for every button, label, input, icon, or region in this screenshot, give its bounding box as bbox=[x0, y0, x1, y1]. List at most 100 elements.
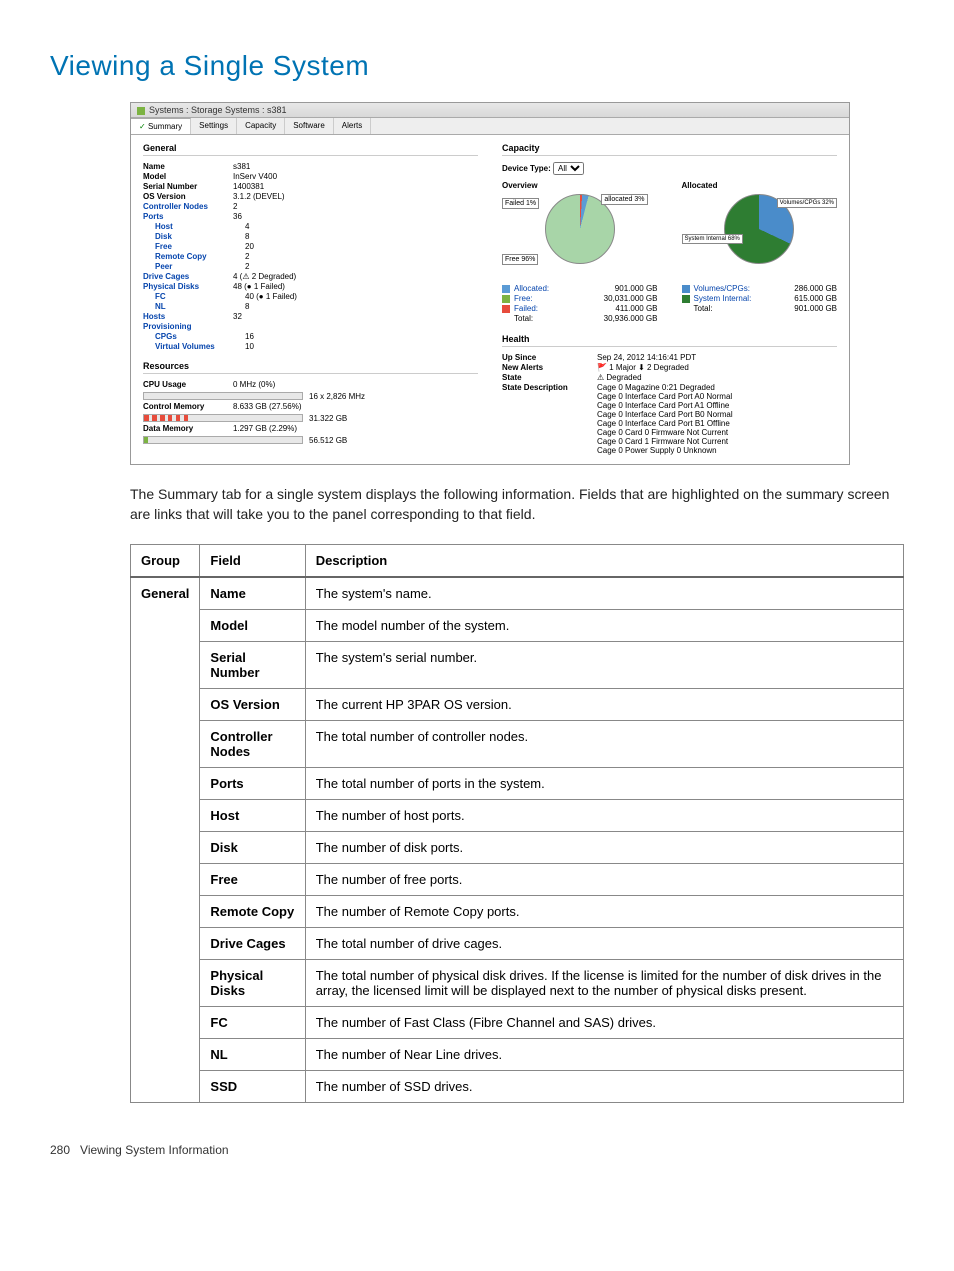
general-row: Physical Disks48 (● 1 Failed) bbox=[143, 282, 478, 291]
device-type-label: Device Type: bbox=[502, 164, 551, 173]
general-label[interactable]: Free bbox=[155, 242, 245, 251]
general-label[interactable]: Provisioning bbox=[143, 322, 233, 331]
overview-subtitle: Overview bbox=[502, 181, 658, 190]
resource-bar-row-cpu: 16 x 2,826 MHz bbox=[143, 390, 478, 402]
capacity-title: Capacity bbox=[502, 143, 837, 156]
general-value: 2 bbox=[245, 252, 478, 261]
res-val: 0 MHz (0%) bbox=[233, 380, 478, 389]
general-label[interactable]: Drive Cages bbox=[143, 272, 233, 281]
general-label[interactable]: Virtual Volumes bbox=[155, 342, 245, 351]
table-header: Description bbox=[305, 545, 903, 578]
table-desc-cell: The model number of the system. bbox=[305, 610, 903, 642]
tab-bar: SummarySettingsCapacitySoftwareAlerts bbox=[131, 118, 849, 135]
resource-row-cm: Control Memory8.633 GB (27.56%) bbox=[143, 402, 478, 411]
legend-value: 901.000 GB bbox=[754, 304, 838, 313]
general-value: 16 bbox=[245, 332, 478, 341]
health-label: Up Since bbox=[502, 353, 597, 362]
legend-row: Allocated:901.000 GB bbox=[502, 284, 658, 293]
general-row: Provisioning bbox=[143, 322, 478, 331]
general-value: 2 bbox=[245, 262, 478, 271]
description-paragraph: The Summary tab for a single system disp… bbox=[130, 485, 904, 524]
general-label: Name bbox=[143, 162, 233, 171]
resource-bar bbox=[143, 414, 303, 422]
general-row: Peer2 bbox=[143, 262, 478, 271]
legend-value: 615.000 GB bbox=[754, 294, 838, 303]
general-label[interactable]: Ports bbox=[143, 212, 233, 221]
health-label: State bbox=[502, 373, 597, 382]
general-label[interactable]: FC bbox=[155, 292, 245, 301]
device-type-select[interactable]: All bbox=[553, 162, 584, 175]
legend-swatch bbox=[502, 295, 510, 303]
general-value: 4 bbox=[245, 222, 478, 231]
legend-swatch bbox=[502, 305, 510, 313]
general-value: 2 bbox=[233, 202, 478, 211]
tab-alerts[interactable]: Alerts bbox=[334, 118, 371, 134]
table-field-cell: Host bbox=[200, 800, 305, 832]
legend-label: Failed: bbox=[514, 304, 574, 313]
tab-settings[interactable]: Settings bbox=[191, 118, 237, 134]
health-label: State Description bbox=[502, 383, 597, 455]
legend-label: Total: bbox=[694, 304, 754, 313]
resource-bar bbox=[143, 392, 303, 400]
table-desc-cell: The number of Fast Class (Fibre Channel … bbox=[305, 1007, 903, 1039]
general-row: Virtual Volumes10 bbox=[143, 342, 478, 351]
general-label[interactable]: Host bbox=[155, 222, 245, 231]
table-desc-cell: The number of disk ports. bbox=[305, 832, 903, 864]
table-row: Serial NumberThe system's serial number. bbox=[131, 642, 904, 689]
general-label[interactable]: Peer bbox=[155, 262, 245, 271]
health-row: New Alerts🚩 1 Major ⬇ 2 Degraded bbox=[502, 363, 837, 372]
general-row: OS Version3.1.2 (DEVEL) bbox=[143, 192, 478, 201]
legend-value: 286.000 GB bbox=[754, 284, 838, 293]
general-row: Host4 bbox=[143, 222, 478, 231]
table-field-cell: Serial Number bbox=[200, 642, 305, 689]
legend-row: Free:30,031.000 GB bbox=[502, 294, 658, 303]
health-value: Sep 24, 2012 14:16:41 PDT bbox=[597, 353, 837, 362]
health-row: Up SinceSep 24, 2012 14:16:41 PDT bbox=[502, 353, 837, 362]
tab-software[interactable]: Software bbox=[285, 118, 334, 134]
system-summary-screenshot: Systems : Storage Systems : s381 Summary… bbox=[130, 102, 850, 465]
legend-row: Total:901.000 GB bbox=[682, 304, 838, 313]
page-title: Viewing a Single System bbox=[50, 50, 904, 82]
pie-note-alloc: allocated 3% bbox=[601, 194, 647, 205]
table-desc-cell: The number of SSD drives. bbox=[305, 1071, 903, 1103]
general-label[interactable]: Physical Disks bbox=[143, 282, 233, 291]
general-label[interactable]: Disk bbox=[155, 232, 245, 241]
general-label[interactable]: Remote Copy bbox=[155, 252, 245, 261]
general-label[interactable]: Hosts bbox=[143, 312, 233, 321]
res-label: Data Memory bbox=[143, 424, 233, 433]
general-value: 1400381 bbox=[233, 182, 478, 191]
general-row: Hosts32 bbox=[143, 312, 478, 321]
table-row: HostThe number of host ports. bbox=[131, 800, 904, 832]
res-val: 8.633 GB (27.56%) bbox=[233, 402, 478, 411]
general-label[interactable]: NL bbox=[155, 302, 245, 311]
general-row: Free20 bbox=[143, 242, 478, 251]
general-value: 8 bbox=[245, 232, 478, 241]
general-label[interactable]: CPGs bbox=[155, 332, 245, 341]
resource-row-cpu: CPU Usage0 MHz (0%) bbox=[143, 380, 478, 389]
table-row: PortsThe total number of ports in the sy… bbox=[131, 768, 904, 800]
legend-value: 30,936.000 GB bbox=[574, 314, 658, 323]
tab-summary[interactable]: Summary bbox=[131, 118, 191, 134]
legend-label: System Internal: bbox=[694, 294, 754, 303]
tab-capacity[interactable]: Capacity bbox=[237, 118, 285, 134]
table-desc-cell: The number of host ports. bbox=[305, 800, 903, 832]
table-field-cell: Free bbox=[200, 864, 305, 896]
table-field-cell: Ports bbox=[200, 768, 305, 800]
page-number: 280 bbox=[50, 1143, 70, 1157]
table-row: Remote CopyThe number of Remote Copy por… bbox=[131, 896, 904, 928]
legend-row: Total:30,936.000 GB bbox=[502, 314, 658, 323]
legend-row: Volumes/CPGs:286.000 GB bbox=[682, 284, 838, 293]
general-label[interactable]: Controller Nodes bbox=[143, 202, 233, 211]
legend-row: System Internal:615.000 GB bbox=[682, 294, 838, 303]
general-value: InServ V400 bbox=[233, 172, 478, 181]
general-row: FC40 (● 1 Failed) bbox=[143, 292, 478, 301]
legend-value: 901.000 GB bbox=[574, 284, 658, 293]
pie-note-free: Free 96% bbox=[502, 254, 538, 265]
table-desc-cell: The total number of physical disk drives… bbox=[305, 960, 903, 1007]
general-row: Serial Number1400381 bbox=[143, 182, 478, 191]
table-desc-cell: The total number of ports in the system. bbox=[305, 768, 903, 800]
res-total: 31.322 GB bbox=[309, 414, 347, 423]
table-desc-cell: The number of Remote Copy ports. bbox=[305, 896, 903, 928]
window-titlebar: Systems : Storage Systems : s381 bbox=[131, 103, 849, 118]
health-value: ⚠ Degraded bbox=[597, 373, 837, 382]
